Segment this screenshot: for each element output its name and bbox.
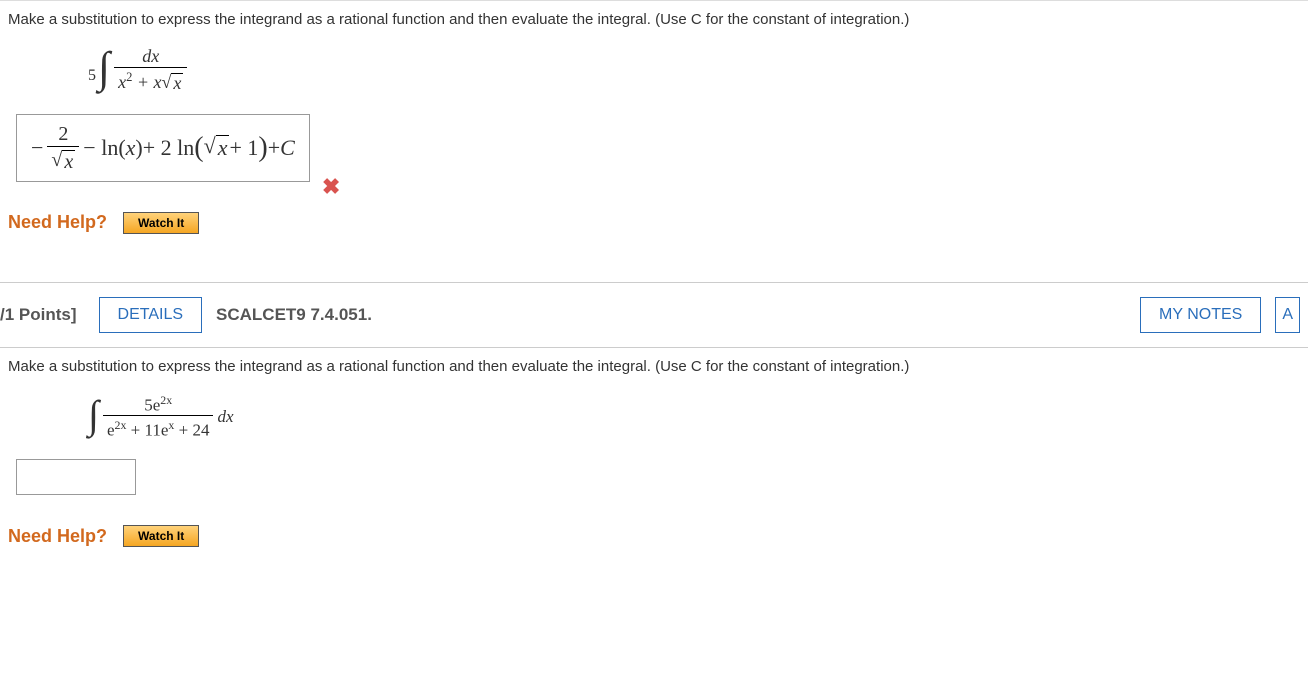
answer-row: − 2 √x − ln(x) + 2 ln(√x + 1) + C ✖ <box>16 114 1300 182</box>
header-left: /1 Points] DETAILS SCALCET9 7.4.051. <box>0 297 372 333</box>
details-button[interactable]: DETAILS <box>99 297 203 333</box>
source-label: SCALCET9 7.4.051. <box>216 305 372 325</box>
question-2-integral: ∫ 5e2x e2x + 11ex + 24 dx <box>88 393 1300 441</box>
integrand-fraction: dx x2 + x√x <box>114 46 187 94</box>
question-1-prompt: Make a substitution to express the integ… <box>8 11 1300 28</box>
integrand-numerator: dx <box>138 46 163 67</box>
question-2-prompt: Make a substitution to express the integ… <box>8 358 1300 375</box>
watch-it-button-2[interactable]: Watch It <box>123 525 199 547</box>
integral-sign: ∫ <box>98 46 110 90</box>
answer-input-box[interactable]: − 2 √x − ln(x) + 2 ln(√x + 1) + C <box>16 114 310 182</box>
points-label: /1 Points] <box>0 305 77 325</box>
answer-fraction: 2 √x <box>47 123 79 173</box>
need-help-label-2: Need Help? <box>8 526 107 547</box>
integrand-denominator: x2 + x√x <box>114 67 187 94</box>
question-1-integral: 5 ∫ dx x2 + x√x <box>88 46 1300 94</box>
integrand-denominator-2: e2x + 11ex + 24 <box>103 415 214 441</box>
answer-input-box-2[interactable] <box>16 459 136 495</box>
dx: dx <box>217 407 233 427</box>
integrand-fraction-2: 5e2x e2x + 11ex + 24 <box>103 393 214 441</box>
question-2-section: Make a substitution to express the integ… <box>0 348 1308 567</box>
integral-sign-2: ∫ <box>88 395 99 435</box>
incorrect-icon: ✖ <box>322 174 340 200</box>
question-header-bar: /1 Points] DETAILS SCALCET9 7.4.051. MY … <box>0 282 1308 348</box>
sqrt-x: √x <box>162 73 184 94</box>
watch-it-button[interactable]: Watch It <box>123 212 199 234</box>
need-help-row-1: Need Help? Watch It <box>8 212 1300 234</box>
question-1-section: Make a substitution to express the integ… <box>0 0 1308 254</box>
integrand-numerator-2: 5e2x <box>140 393 176 416</box>
my-notes-button[interactable]: MY NOTES <box>1140 297 1261 333</box>
integral-coefficient: 5 <box>88 67 96 85</box>
need-help-row-2: Need Help? Watch It <box>8 525 1300 547</box>
header-right: MY NOTES A <box>1140 297 1300 333</box>
extra-button[interactable]: A <box>1275 297 1300 333</box>
need-help-label: Need Help? <box>8 212 107 233</box>
